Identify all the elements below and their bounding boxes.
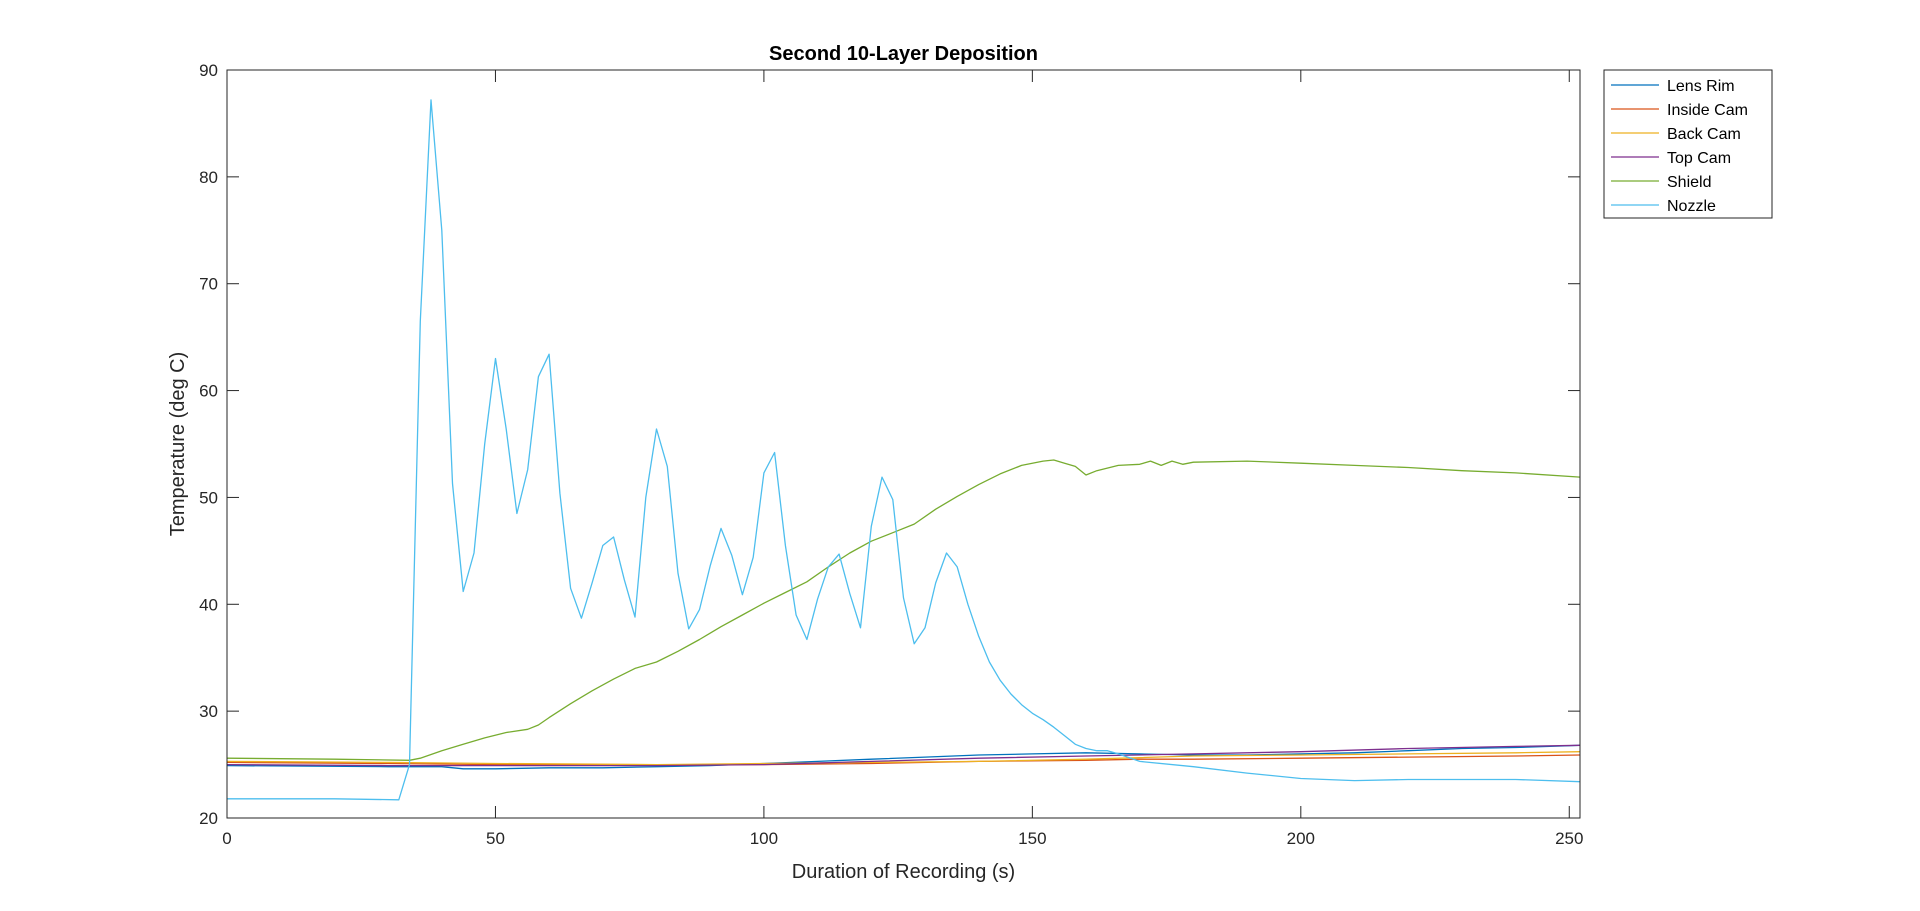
plot-background	[227, 70, 1580, 818]
series-line-top-cam	[226, 744, 1581, 767]
y-tick-label: 60	[199, 382, 218, 401]
y-tick-label: 50	[199, 488, 218, 507]
legend-label-shield: Shield	[1667, 174, 1711, 191]
legend-label-back-cam: Back Cam	[1667, 126, 1741, 143]
y-tick-label: 80	[199, 168, 218, 187]
plot-frame	[226, 69, 1581, 819]
axis-ticks: 0 50 100 150 200 250 20 30 40 50 60 70 80 90	[199, 61, 1583, 848]
x-tick-label: 0	[222, 829, 231, 848]
x-tick-label: 50	[486, 829, 505, 848]
series-line-back-cam	[226, 751, 1581, 766]
legend-label-lens-rim: Lens Rim	[1667, 78, 1735, 95]
series-line-nozzle	[227, 99, 1581, 801]
legend: Lens Rim Inside Cam Back Cam Top Cam Shield N…	[1603, 69, 1773, 219]
legend-label-nozzle: Nozzle	[1667, 198, 1716, 215]
legend-label-top-cam: Top Cam	[1667, 150, 1731, 167]
y-axis-label: Temperature (deg C)	[167, 352, 189, 537]
x-tick-label: 100	[750, 829, 778, 848]
legend-label-inside-cam: Inside Cam	[1667, 102, 1748, 119]
y-tick-label: 30	[199, 702, 218, 721]
y-tick-label: 20	[199, 809, 218, 828]
y-tick-label: 70	[199, 275, 218, 294]
x-tick-label: 150	[1018, 829, 1046, 848]
x-axis-label: Duration of Recording (s)	[792, 861, 1015, 883]
chart-title: Second 10-Layer Deposition	[769, 43, 1038, 65]
x-tick-label: 250	[1555, 829, 1583, 848]
legend-box	[1603, 69, 1773, 219]
y-tick-label: 40	[199, 595, 218, 614]
series-line-shield	[226, 459, 1581, 761]
x-tick-label: 200	[1287, 829, 1315, 848]
series-lines	[226, 99, 1581, 801]
series-line-lens-rim	[226, 744, 1581, 770]
y-tick-label: 90	[199, 61, 218, 80]
